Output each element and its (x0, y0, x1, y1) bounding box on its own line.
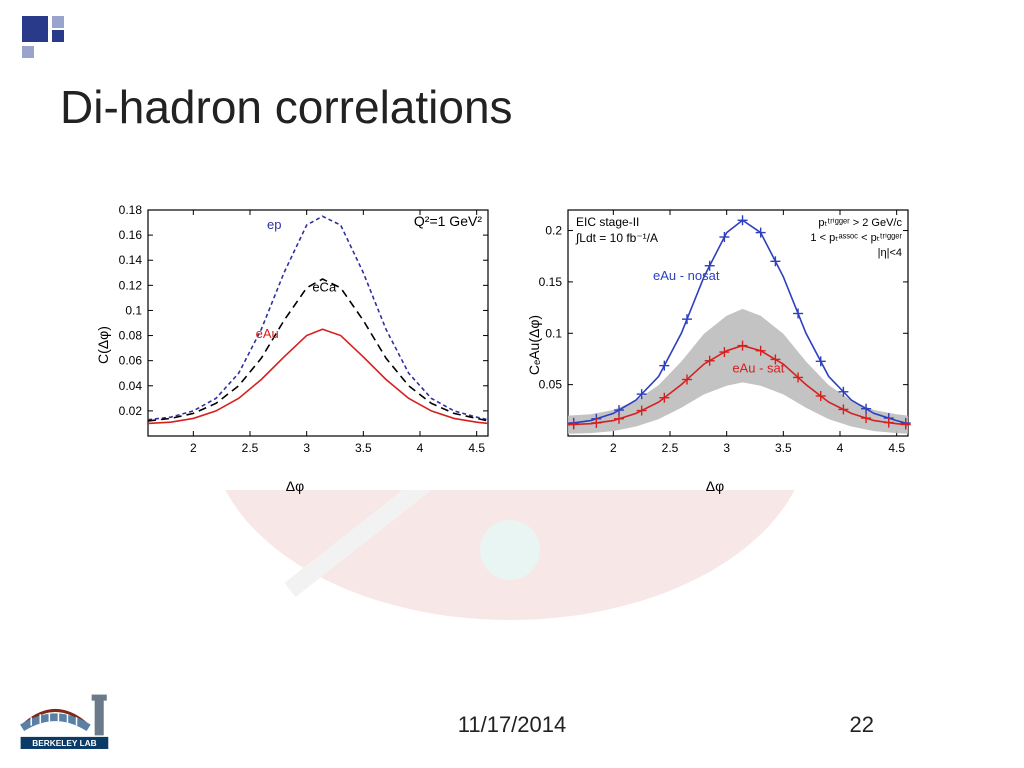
left-chart-ylabel: C(Δφ) (95, 326, 111, 364)
svg-text:eCa: eCa (312, 280, 337, 295)
footer-date: 11/17/2014 (458, 712, 566, 738)
svg-text:0.15: 0.15 (539, 275, 563, 289)
left-chart-svg: 2 2.5 3 3.5 4 4.5 0.02 0.04 0.06 0.08 0.1 0.12 0.14 0… (90, 200, 500, 470)
svg-text:4.5: 4.5 (468, 441, 485, 455)
svg-text:eAu - sat: eAu - sat (732, 360, 784, 375)
svg-text:2.5: 2.5 (662, 441, 679, 455)
svg-text:0.06: 0.06 (119, 354, 143, 368)
right-chart-ylabel: CₑAu(Δφ) (526, 315, 542, 375)
svg-text:3: 3 (723, 441, 730, 455)
svg-text:0.02: 0.02 (119, 404, 143, 418)
svg-text:ep: ep (267, 217, 281, 232)
svg-text:0.05: 0.05 (539, 378, 563, 392)
svg-text:3: 3 (303, 441, 310, 455)
charts-container: 22.533.544.50.020.040.060.080.10.120.140… (90, 200, 930, 490)
svg-text:0.16: 0.16 (119, 228, 143, 242)
svg-text:0.08: 0.08 (119, 329, 143, 343)
right-chart-xlabel: Δφ (706, 478, 724, 494)
svg-text:0.2: 0.2 (545, 224, 562, 238)
svg-text:pₜᵗʳⁱᵍᵍᵉʳ > 2 GeV/c: pₜᵗʳⁱᵍᵍᵉʳ > 2 GeV/c (818, 217, 902, 229)
svg-text:4: 4 (837, 441, 844, 455)
logo-text: BERKELEY LAB (32, 738, 96, 748)
svg-text:∫Ldt = 10 fb⁻¹/A: ∫Ldt = 10 fb⁻¹/A (575, 231, 658, 245)
svg-text:2.5: 2.5 (242, 441, 259, 455)
svg-text:0.1: 0.1 (125, 303, 142, 317)
svg-text:2: 2 (190, 441, 197, 455)
svg-text:0.18: 0.18 (119, 203, 143, 217)
svg-text:eAu: eAu (256, 326, 279, 341)
svg-text:0.1: 0.1 (545, 326, 562, 340)
svg-text:eAu - nosat: eAu - nosat (653, 268, 720, 283)
berkeley-lab-logo: BERKELEY LAB (18, 684, 126, 752)
svg-text:4: 4 (417, 441, 424, 455)
svg-text:0.14: 0.14 (119, 253, 143, 267)
svg-text:4.5: 4.5 (888, 441, 905, 455)
svg-text:EIC stage-II: EIC stage-II (576, 215, 639, 229)
svg-text:3.5: 3.5 (775, 441, 792, 455)
svg-text:0.12: 0.12 (119, 278, 143, 292)
slide-title: Di-hadron correlations (60, 80, 513, 134)
right-chart: 2 2.5 3 3.5 4 4.5 0.05 0.1 0.15 0.2 eAu - nosat eAu… (510, 200, 920, 490)
left-chart-xlabel: Δφ (286, 478, 304, 494)
svg-text:Q²=1 GeV²: Q²=1 GeV² (414, 213, 482, 229)
right-chart-svg: 2 2.5 3 3.5 4 4.5 0.05 0.1 0.15 0.2 eAu - nosat eAu… (510, 200, 920, 470)
footer-page-number: 22 (850, 712, 874, 738)
svg-text:1 < pₜᵃˢˢᵒᶜ < pₜᵗʳⁱᵍᵍᵉʳ: 1 < pₜᵃˢˢᵒᶜ < pₜᵗʳⁱᵍᵍᵉʳ (810, 232, 902, 244)
svg-text:|η|<4: |η|<4 (878, 247, 902, 259)
svg-text:0.04: 0.04 (119, 379, 143, 393)
svg-text:2: 2 (610, 441, 617, 455)
svg-text:3.5: 3.5 (355, 441, 372, 455)
left-chart: 2 2.5 3 3.5 4 4.5 0.02 0.04 0.06 0.08 0.1 0.12 0.14 0… (90, 200, 500, 490)
